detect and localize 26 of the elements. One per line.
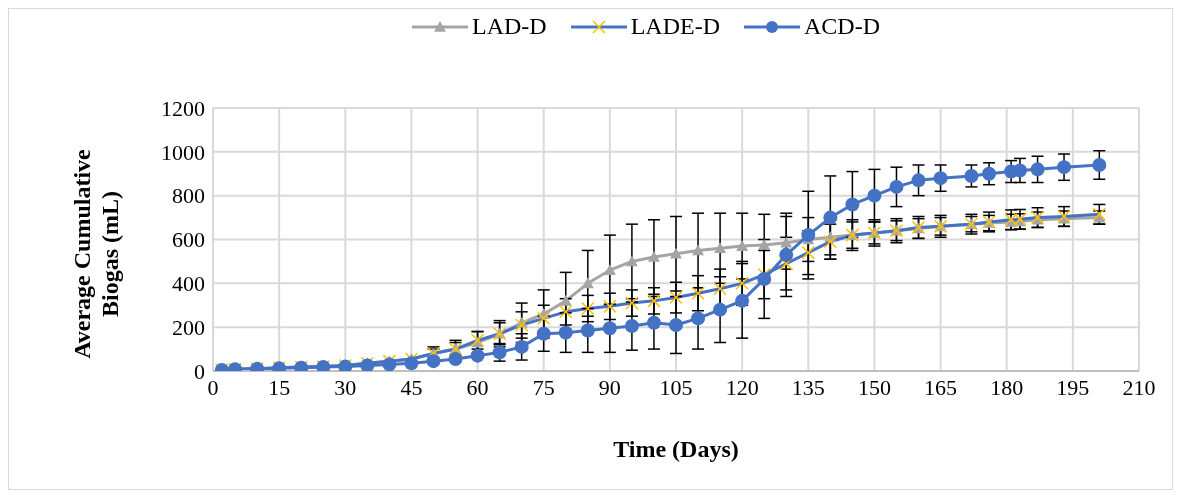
x-tick-label: 105	[659, 374, 693, 400]
x-tick-label: 75	[532, 374, 555, 400]
x-tick-label: 90	[598, 374, 621, 400]
legend-label: LADE-D	[630, 13, 720, 40]
y-tick-label: 1000	[161, 139, 205, 165]
x-tick-label: 180	[990, 374, 1024, 400]
y-tick-label: 1200	[161, 95, 205, 121]
y-tick-label: 600	[172, 227, 205, 253]
x-tick-label: 15	[268, 374, 291, 400]
y-tick-label: 200	[172, 314, 205, 340]
x-tick-label: 150	[857, 374, 891, 400]
x-tick-label: 60	[466, 374, 489, 400]
x-tick-label: 30	[334, 374, 357, 400]
legend-label: ACD-D	[803, 13, 880, 40]
legend-label: LAD-D	[472, 13, 547, 40]
y-tick-label: 0	[194, 358, 205, 384]
y-axis-title: Average Cumulative Biogas (mL)	[69, 148, 123, 359]
x-tick-label: 45	[400, 374, 423, 400]
y-tick-label: 800	[172, 183, 205, 209]
x-tick-label: 210	[1122, 374, 1156, 400]
x-tick-label: 165	[924, 374, 958, 400]
y-tick-label: 400	[172, 271, 205, 297]
x-tick-label: 120	[725, 374, 759, 400]
x-tick-label: 135	[791, 374, 825, 400]
x-axis-title: Time (Days)	[613, 436, 739, 462]
x-tick-label: 195	[1056, 374, 1090, 400]
